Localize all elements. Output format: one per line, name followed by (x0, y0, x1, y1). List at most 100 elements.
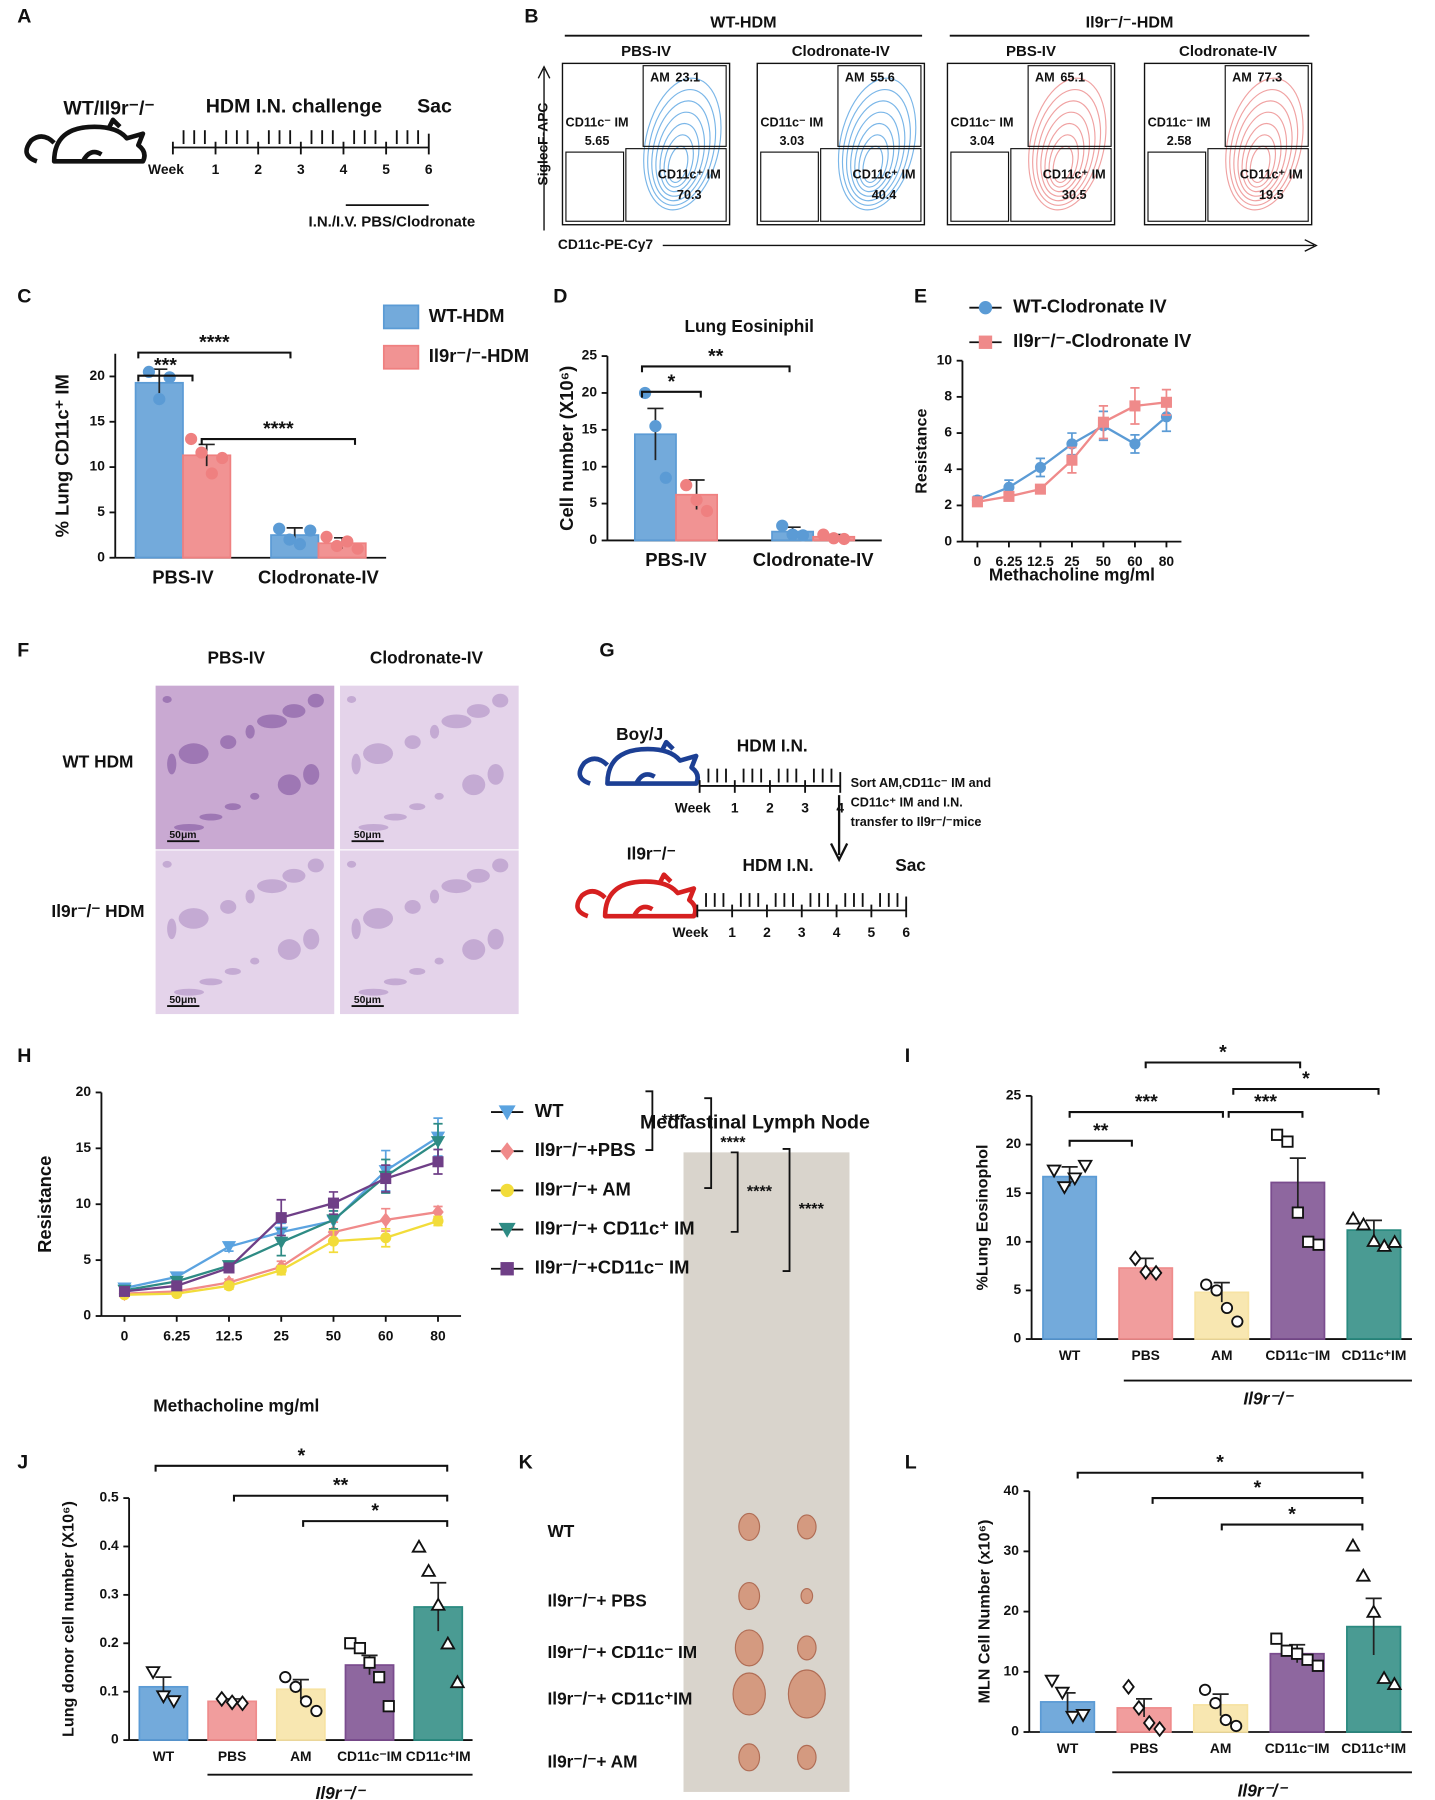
week-number: 1 (728, 924, 736, 940)
x-tick-label: CD11c⁺IM (1341, 1740, 1406, 1756)
marker (1160, 396, 1172, 408)
marker (1366, 1233, 1382, 1247)
y-axis-label: MLN Cell Number (x10⁶) (976, 1520, 994, 1704)
y-tick-label: 0 (589, 531, 597, 547)
marker (1231, 1315, 1244, 1328)
significance-label: **** (199, 332, 230, 354)
y-tick-label: 5 (97, 503, 105, 519)
significance-label: ** (333, 1475, 349, 1497)
gate-value: 70.3 (677, 188, 702, 202)
contour (1040, 111, 1090, 197)
contour (651, 100, 711, 202)
tissue-blob (346, 696, 357, 703)
y-tick-label: 10 (90, 458, 106, 474)
marker (1034, 483, 1046, 495)
tissue-blob (178, 908, 209, 929)
marker (1128, 1250, 1142, 1267)
y-tick-label: 25 (582, 347, 598, 363)
tissue-blob (224, 803, 241, 811)
y-tick-label: 15 (582, 420, 598, 436)
contour (1036, 100, 1096, 202)
marker (320, 530, 333, 544)
gate-label: AM (1035, 71, 1055, 85)
gate-label: CD11c⁻ IM (760, 116, 823, 130)
tissue-blob (492, 858, 509, 873)
scale-bar-label: 50μm (354, 830, 381, 841)
marker (1311, 1659, 1325, 1672)
marker (1291, 1206, 1304, 1219)
marker (274, 1236, 289, 1250)
tissue-blob (162, 860, 172, 868)
y-tick-label: 5 (589, 494, 597, 510)
x-tick-label: CD11c⁻IM (1265, 1740, 1330, 1756)
marker (1054, 1686, 1071, 1701)
gate (1147, 151, 1207, 222)
column-label: Clodronate-IV (370, 648, 484, 668)
y-tick-label: 0 (111, 1731, 119, 1747)
week-number: 2 (766, 800, 774, 816)
significance-label: * (1302, 1068, 1310, 1090)
marker (1365, 1604, 1382, 1618)
gate-label: AM (650, 71, 670, 85)
gate (837, 65, 922, 147)
row-label: WT HDM (62, 751, 133, 771)
y-tick-label: 15 (1006, 1184, 1022, 1200)
marker (326, 1214, 341, 1227)
legend-label: Il9r⁻/⁻+PBS (535, 1139, 636, 1160)
tissue-blob (257, 879, 287, 894)
tissue-blob (346, 860, 357, 868)
marker (1209, 1697, 1222, 1710)
gate-value: 3.04 (970, 134, 995, 148)
panel-letter: L (905, 1452, 917, 1474)
x-tick-label: 80 (1159, 553, 1175, 569)
row-label: Il9r⁻/⁻+ PBS (547, 1590, 646, 1610)
marker (500, 1183, 514, 1198)
contour (1233, 100, 1293, 202)
panel-letter: E (914, 285, 927, 307)
week-number: 4 (836, 800, 844, 816)
marker (420, 1563, 437, 1577)
x-tick-label: AM (1210, 1740, 1231, 1756)
chart-title: Lung Eosiniphil (684, 316, 813, 336)
gate (642, 65, 727, 147)
x-tick-label: WT (1057, 1740, 1079, 1756)
contour (1028, 77, 1107, 211)
lymph-node (797, 1635, 817, 1661)
transfer-text: transfer to Il9r⁻/⁻mice (851, 815, 982, 829)
tissue-blob (466, 704, 490, 718)
significance-bracket (1068, 1110, 1224, 1118)
week-number: 2 (254, 161, 262, 177)
flow-x-arrow (662, 239, 1318, 252)
week-number: 3 (798, 924, 806, 940)
plot-title: Clodronate-IV (792, 43, 890, 60)
marker (373, 1671, 386, 1684)
y-tick-label: 0 (97, 548, 105, 564)
scale-bar-label: 50μm (169, 830, 196, 841)
legend-label: Il9r⁻/⁻+ AM (535, 1178, 631, 1199)
tissue-blob (358, 988, 389, 996)
scale-bar-label: 50μm (354, 995, 381, 1006)
marker (341, 535, 354, 548)
lymph-node (734, 1629, 764, 1667)
gate-value: 77.3 (1257, 71, 1282, 85)
marker (1198, 1683, 1212, 1696)
marker (1153, 1720, 1166, 1738)
legend-swatch (382, 304, 420, 330)
gate (565, 151, 625, 222)
marker (205, 467, 218, 480)
contour (1044, 122, 1085, 193)
end-label: Sac (895, 855, 926, 875)
x-tick-label: CD11c⁺IM (1341, 1347, 1406, 1363)
significance-label: * (298, 1445, 306, 1467)
marker (1291, 1647, 1304, 1660)
y-tick-label: 30 (1004, 1542, 1020, 1558)
significance-label: *** (1135, 1091, 1158, 1113)
marker (786, 528, 799, 541)
y-tick-label: 10 (1006, 1232, 1022, 1248)
marker (430, 1596, 447, 1611)
panel-letter: C (17, 285, 31, 307)
y-axis-label: Lung donor cell number (X10⁶) (59, 1501, 77, 1737)
tissue-blob (492, 693, 509, 708)
